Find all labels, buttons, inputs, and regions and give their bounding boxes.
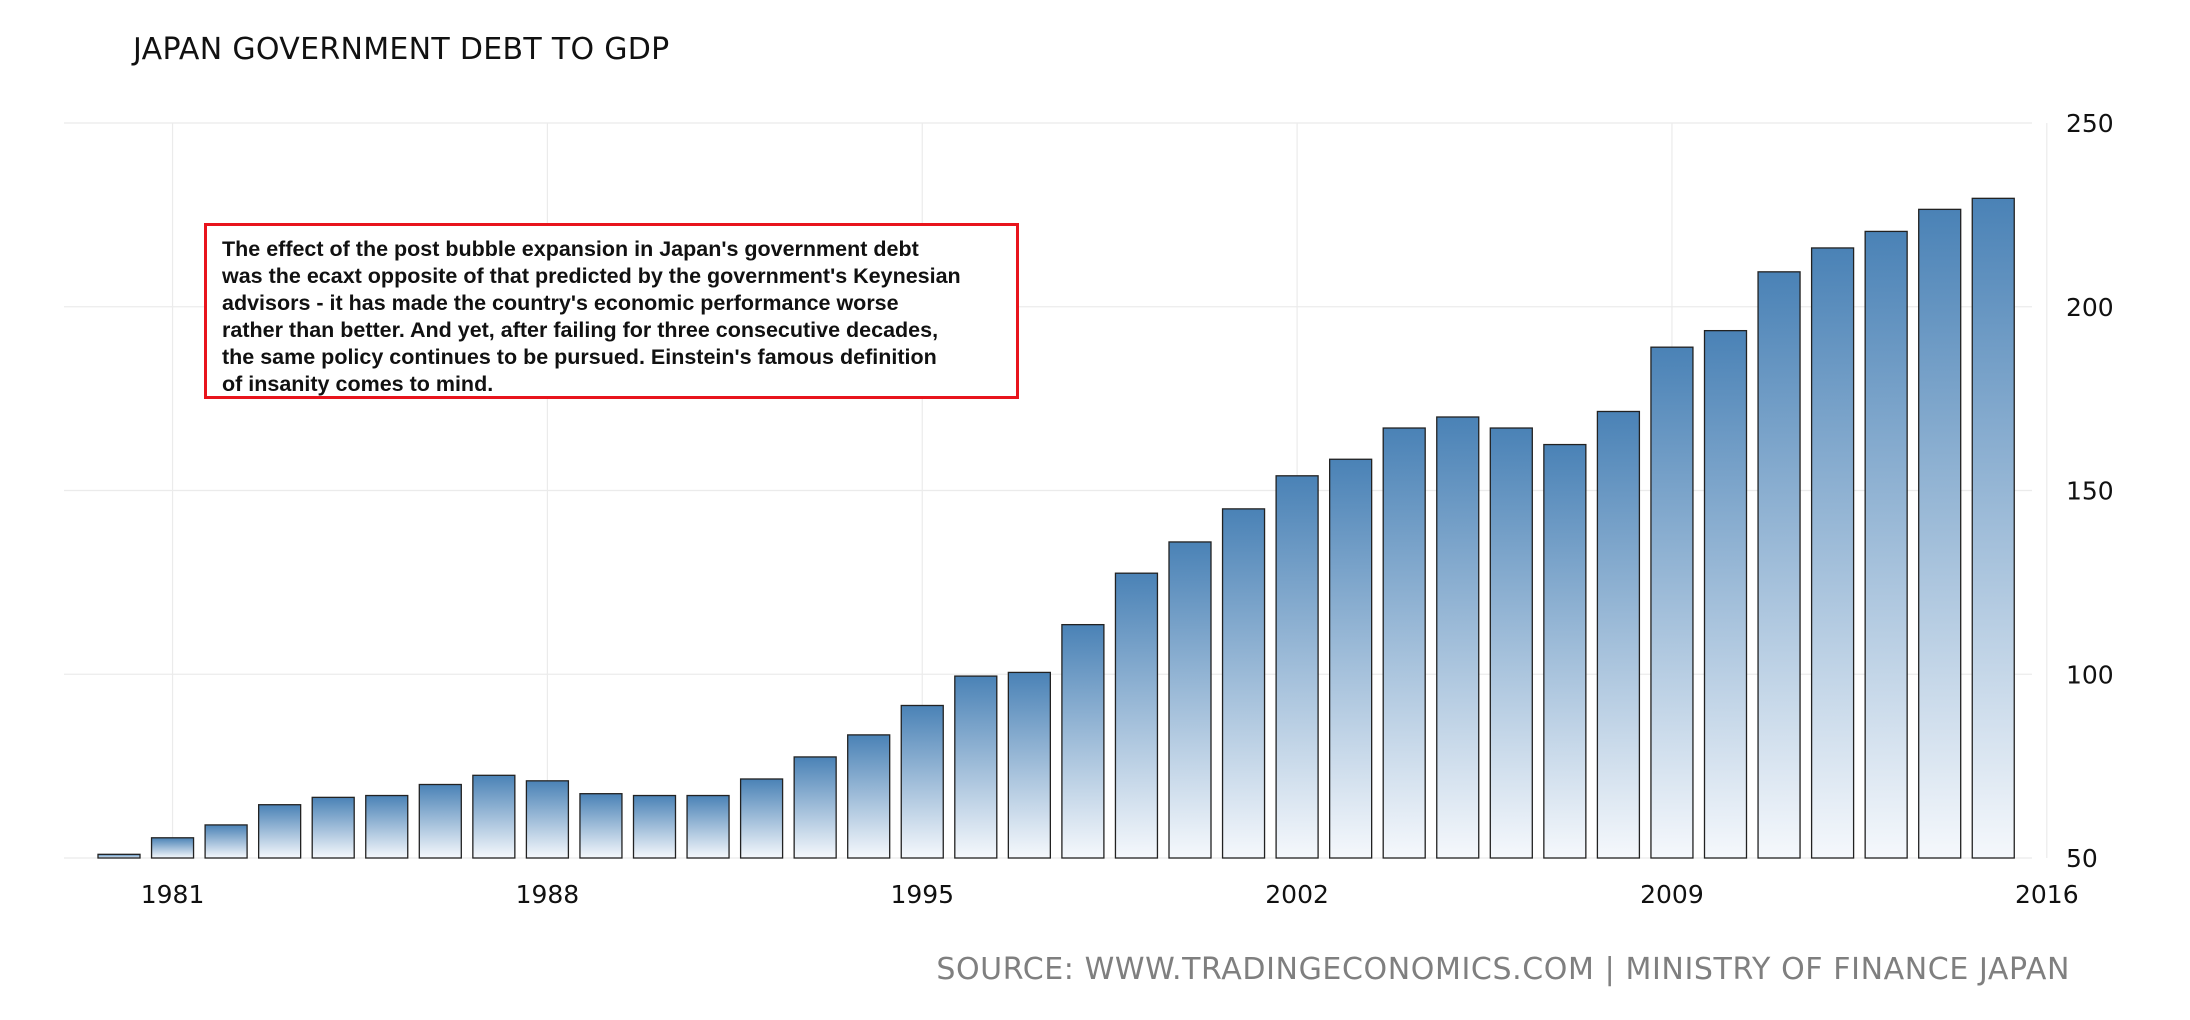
x-tick-label: 2002 (1265, 880, 1329, 909)
y-tick-label: 50 (2066, 844, 2098, 873)
x-tick-label: 2009 (1640, 880, 1704, 909)
bar-1991 (686, 794, 730, 859)
bar-2000 (1168, 541, 1212, 859)
bar-2013 (1864, 230, 1908, 859)
annotation-text: The effect of the post bubble expansion … (222, 237, 961, 396)
bar-1989 (579, 793, 623, 859)
bar-1981 (150, 837, 195, 859)
bar-1999 (1114, 572, 1159, 859)
x-tick-label: 1988 (516, 880, 580, 909)
x-tick-label: 1995 (890, 880, 954, 909)
bar-1986 (418, 783, 462, 859)
bar-2007 (1543, 443, 1587, 859)
bar-2006 (1489, 427, 1533, 859)
y-tick-label: 100 (2066, 660, 2114, 689)
bar-2008 (1596, 410, 1641, 859)
bar-1990 (632, 794, 677, 859)
bar-1994 (847, 734, 891, 859)
bar-1987 (472, 774, 516, 859)
bar-1984 (311, 796, 355, 859)
y-tick-label: 150 (2066, 477, 2114, 506)
x-axis-ticks: 1981 1988 1995 2002 2009 2016 (141, 880, 2079, 909)
bar-2011 (1757, 271, 1801, 859)
bar-1996 (954, 675, 998, 859)
bar-2012 (1810, 247, 1855, 859)
bar-2001 (1221, 508, 1266, 859)
bar-1997 (1007, 671, 1051, 859)
bar-1992 (739, 778, 784, 859)
bar-1985 (365, 794, 409, 859)
bar-2010 (1703, 329, 1748, 859)
bar-1995 (900, 704, 944, 859)
bar-2005 (1436, 416, 1480, 859)
y-tick-label: 200 (2066, 293, 2114, 322)
bar-1980 (97, 853, 141, 859)
bar-1993 (793, 756, 837, 859)
bar-2015 (1971, 197, 2015, 859)
bar-2002 (1275, 475, 1319, 859)
bar-2009 (1650, 346, 1694, 859)
x-tick-label: 1981 (141, 880, 205, 909)
y-tick-label: 250 (2066, 109, 2114, 138)
bar-2003 (1329, 458, 1373, 859)
bar-2014 (1918, 208, 1962, 859)
annotation-box: The effect of the post bubble expansion … (204, 223, 1019, 399)
x-tick-label: 2016 (2015, 880, 2079, 909)
source-attribution: SOURCE: WWW.TRADINGECONOMICS.COM | MINIS… (936, 952, 2070, 987)
chart-title: JAPAN GOVERNMENT DEBT TO GDP (133, 32, 670, 67)
bar-1983 (257, 804, 302, 859)
bar-2004 (1382, 427, 1426, 859)
bar-1982 (204, 824, 248, 859)
bar-1988 (525, 780, 570, 859)
bars (97, 197, 2015, 859)
bar-1998 (1061, 623, 1105, 859)
y-axis-ticks: 50 100 150 200 250 (2066, 109, 2114, 873)
